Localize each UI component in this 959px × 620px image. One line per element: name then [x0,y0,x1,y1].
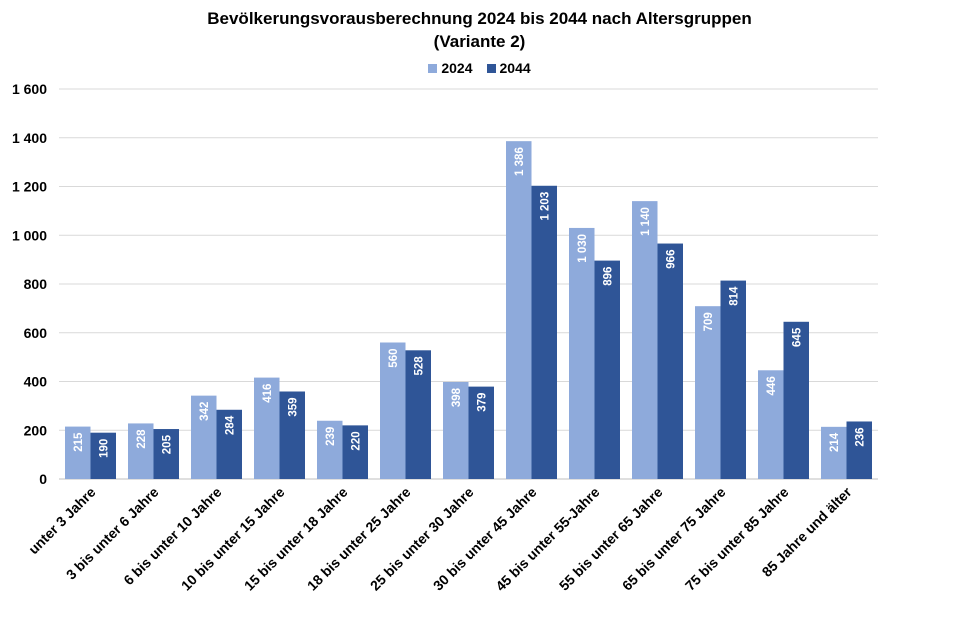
legend-item-2044: 2044 [486,60,531,76]
bar-2024 [695,306,721,479]
bar-data-label: 1 140 [640,207,652,236]
x-tick-label: 10 bis unter 15 Jahre [178,484,288,594]
bar-data-label: 966 [665,250,677,269]
bar-2044 [405,350,431,479]
bar-data-label: 284 [224,415,236,435]
bar-2024 [191,395,217,479]
bar-data-label: 214 [829,432,841,452]
y-tick-label: 1 600 [12,81,47,97]
bar-data-label: 205 [161,434,173,454]
x-tick-label: 25 bis unter 30 Jahre [367,484,477,594]
bar-2024 [506,141,532,479]
bar-data-label: 236 [854,427,866,446]
bar-2044 [531,185,557,480]
y-tick-label: 400 [24,374,48,390]
bar-data-label: 190 [98,439,110,458]
bar-data-label: 1 203 [539,192,551,221]
x-tick-label: 55 bis unter 65 Jahre [556,484,666,594]
bar-2044 [468,386,494,479]
chart-subtitle: (Variante 2) [433,32,526,51]
bar-2024 [128,423,154,479]
bar-data-label: 1 030 [577,234,589,263]
bar-data-label: 239 [325,427,337,446]
bar-2044 [720,280,746,479]
bar-data-label: 228 [136,429,148,449]
y-tick-label: 1 200 [12,179,47,195]
bar-data-label: 398 [451,387,463,407]
bar-2024 [443,381,469,479]
legend-swatch-2044 [486,63,496,73]
bar-2024 [569,227,595,479]
bar-data-label: 814 [728,286,740,306]
bar-data-label: 1 386 [514,147,526,176]
bar-data-label: 645 [791,327,803,347]
bar-2044 [846,421,872,479]
bar-data-label: 528 [413,356,425,376]
bar-2024 [254,377,280,479]
bar-data-label: 215 [73,432,85,452]
bar-2024 [632,201,658,479]
bar-data-label: 379 [476,393,488,412]
bar-data-label: 342 [199,402,211,421]
y-tick-label: 600 [24,325,48,341]
y-tick-label: 800 [24,276,48,292]
bar-2024 [758,370,784,479]
bar-2044 [153,429,179,479]
bar-data-label: 560 [388,349,400,368]
bar-data-label: 446 [766,376,778,395]
legend-swatch-2024 [428,63,438,73]
bar-2044 [783,321,809,479]
x-tick-label: 75 bis unter 85 Jahre [682,484,792,594]
bar-2044 [657,243,683,479]
legend-label-2044: 2044 [499,60,531,76]
bar-2044 [216,409,242,479]
bar-2044 [279,391,305,479]
y-tick-label: 1 000 [12,227,47,243]
x-tick-label: 65 bis unter 75 Jahre [619,484,729,594]
x-tick-label: 45 bis unter 55-Jahre [492,484,603,595]
bar-data-label: 709 [703,312,715,331]
legend-label-2024: 2024 [441,60,473,76]
bar-2024 [317,420,343,479]
bar-2044 [342,425,368,479]
legend-item-2024: 2024 [428,60,473,76]
bar-2024 [65,426,91,479]
bar-data-label: 220 [350,431,362,450]
bar-2044 [594,260,620,479]
bar-2024 [821,426,847,479]
bar-2044 [90,432,116,479]
bar-data-label: 896 [602,267,614,286]
y-tick-label: 0 [39,471,47,487]
bar-2024 [380,342,406,479]
chart-title: Bevölkerungsvorausberechnung 2024 bis 20… [207,9,752,28]
x-tick-label: 18 bis unter 25 Jahre [304,484,414,594]
bar-data-label: 416 [262,384,274,403]
bar-data-label: 359 [287,397,299,416]
x-tick-label: 15 bis unter 18 Jahre [241,484,351,594]
y-tick-label: 200 [24,422,48,438]
y-tick-label: 1 400 [12,130,47,146]
chart-legend: 2024 2044 [0,60,959,76]
x-tick-label: 30 bis unter 45 Jahre [430,484,540,594]
